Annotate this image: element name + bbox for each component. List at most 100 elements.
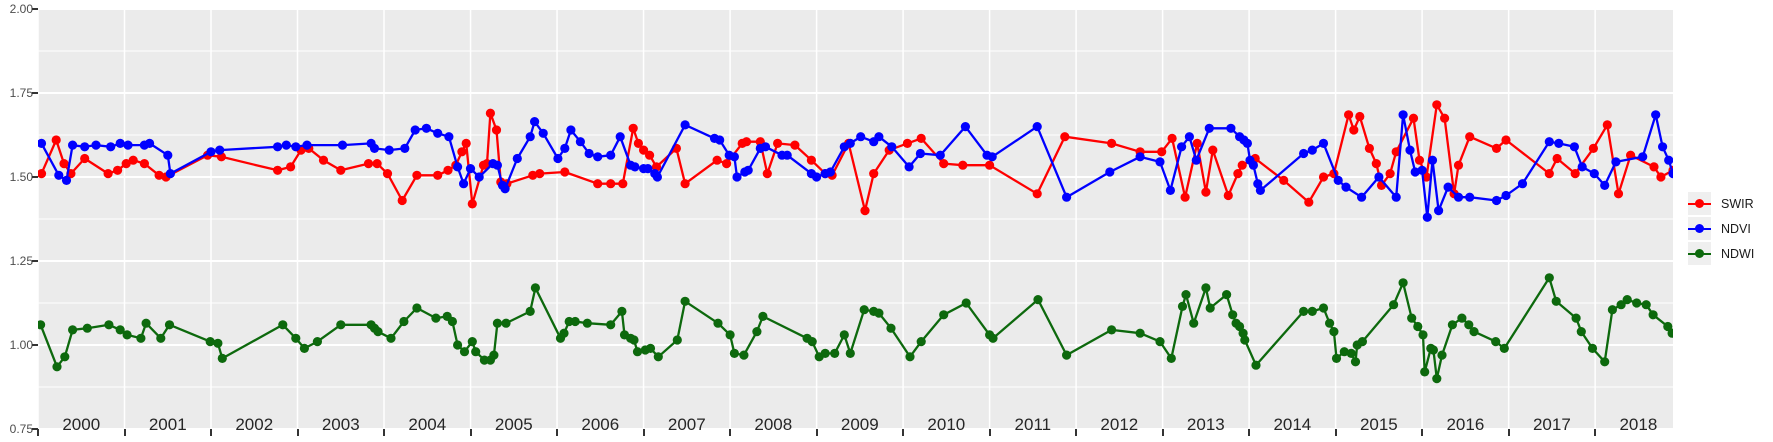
- ndwi-point: [278, 320, 288, 330]
- swir-point: [639, 145, 649, 155]
- ndvi-point: [1184, 132, 1194, 142]
- ndvi-point: [732, 172, 742, 182]
- swir-point: [1491, 143, 1502, 153]
- ndvi-point: [1155, 157, 1165, 167]
- ndvi-point: [1135, 152, 1145, 162]
- ndvi-point: [904, 162, 914, 172]
- swir-point: [1060, 132, 1070, 142]
- ndwi-point: [1307, 306, 1317, 316]
- ndwi-point: [1607, 305, 1617, 315]
- ndvi-point: [1318, 138, 1329, 148]
- x-tick-mark: [1507, 429, 1510, 436]
- ndwi-point: [156, 333, 166, 343]
- swir-point: [1180, 192, 1190, 202]
- ndwi-point: [1663, 321, 1673, 332]
- ndvi-point: [1405, 145, 1415, 155]
- ndwi-point: [1189, 318, 1199, 328]
- ndwi-point: [213, 338, 223, 348]
- ndwi-point: [1346, 348, 1356, 358]
- swir-point: [1414, 155, 1425, 165]
- x-tick-label: 2006: [581, 415, 620, 434]
- ndwi-point: [1357, 337, 1367, 347]
- ndvi-point: [337, 140, 348, 150]
- swir-point-icon: [1695, 199, 1704, 208]
- ndvi-point: [1589, 169, 1599, 179]
- ndwi-point: [115, 325, 125, 335]
- swir-point: [139, 159, 149, 169]
- ndvi-point: [465, 164, 476, 174]
- ndwi-point: [1648, 310, 1658, 320]
- swir-point: [1656, 172, 1666, 182]
- x-tick-mark: [1334, 429, 1337, 436]
- ndvi-point: [1427, 155, 1438, 165]
- x-tick-label: 2007: [667, 415, 706, 434]
- ndwi-point: [453, 340, 463, 350]
- y-tick-label: 1.00: [9, 338, 33, 352]
- ndvi-point: [384, 145, 394, 155]
- x-tick-mark: [1075, 429, 1078, 436]
- ndvi-point: [1434, 206, 1444, 216]
- swir-point: [1318, 172, 1329, 182]
- swir-point: [916, 133, 926, 143]
- swir-point: [412, 170, 422, 180]
- ndwi-point: [1331, 353, 1342, 363]
- ndvi-point: [1191, 155, 1201, 165]
- ndvi-point: [812, 172, 822, 182]
- ndwi-point: [1551, 296, 1561, 306]
- ndwi-point: [1201, 283, 1211, 293]
- ndwi-point: [752, 327, 762, 337]
- ndvi-key-swatch: [1688, 217, 1711, 240]
- ndwi-point: [1491, 337, 1501, 347]
- ndvi-point: [68, 140, 78, 150]
- x-tick-mark: [556, 429, 559, 436]
- swir-point: [869, 169, 879, 179]
- x-tick-mark: [210, 429, 213, 436]
- ndwi-point: [739, 350, 749, 360]
- swir-point: [939, 159, 949, 169]
- ndvi-point: [410, 125, 420, 135]
- y-tick-label: 0.75: [9, 422, 33, 436]
- ndwi-point: [1418, 330, 1428, 340]
- ndvi-point: [1341, 182, 1351, 192]
- ndvi-point: [782, 150, 792, 160]
- ndwi-point: [582, 318, 592, 328]
- ndwi-point: [291, 333, 301, 343]
- ndvi-point: [652, 172, 663, 182]
- ndwi-point: [412, 303, 422, 313]
- x-tick-label: 2000: [62, 415, 101, 434]
- ndwi-point: [617, 306, 627, 316]
- ndvi-point: [302, 140, 312, 150]
- ndvi-point: [459, 179, 469, 189]
- swir-point: [59, 159, 69, 169]
- x-tick-label: 2002: [235, 415, 274, 434]
- ndvi-point: [915, 148, 926, 159]
- ndvi-point: [91, 140, 101, 150]
- x-tick-label: 2018: [1619, 415, 1658, 434]
- x-tick-label: 2013: [1186, 415, 1225, 434]
- x-tick-label: 2010: [927, 415, 966, 434]
- ndwi-point: [60, 352, 70, 362]
- ndvi-point: [1105, 167, 1115, 177]
- ndvi-point: [1357, 192, 1367, 202]
- ndvi-point: [606, 150, 616, 160]
- ndwi-point: [1641, 300, 1651, 310]
- ndvi-point: [1453, 192, 1464, 202]
- ndwi-point: [1428, 345, 1438, 355]
- ndwi-point: [886, 323, 896, 333]
- swir-point: [1192, 138, 1202, 148]
- ndvi-point: [1398, 110, 1408, 120]
- y-tick-label: 2.00: [9, 2, 33, 16]
- ndwi-point: [905, 352, 915, 362]
- ndwi-point: [1166, 353, 1176, 363]
- swir-point: [618, 179, 628, 189]
- ndvi-point: [291, 142, 301, 152]
- ndvi-point: [453, 162, 463, 172]
- swir-point: [485, 108, 495, 118]
- swir-point: [1167, 133, 1177, 143]
- ndwi-point: [501, 318, 511, 328]
- ndwi-point: [1329, 327, 1339, 337]
- swir-point: [1364, 143, 1374, 153]
- ndwi-point: [1318, 303, 1329, 313]
- ndwi-point: [205, 337, 215, 347]
